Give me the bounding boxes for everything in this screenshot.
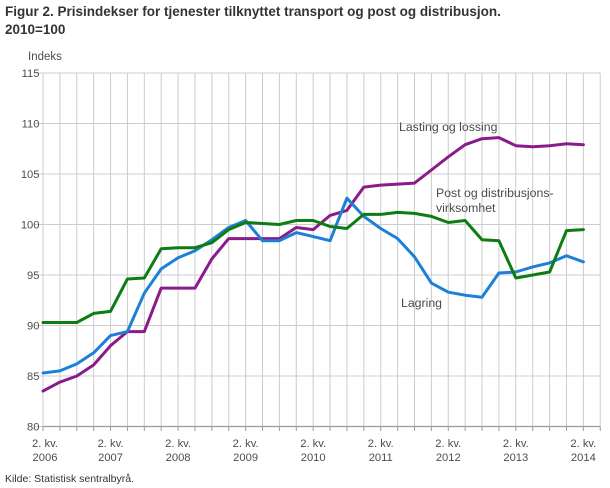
y-tick-label: 80: [27, 422, 39, 434]
page-title: Figur 2. Prisindekser for tjenester tilk…: [5, 4, 501, 37]
y-axis-unit-label: Indeks: [28, 51, 62, 63]
x-tick-label: 2. kv. 2011: [368, 438, 394, 464]
y-tick-label: 110: [22, 119, 40, 131]
series-line-post-og-distribusjonsvirksomhet: [41, 210, 585, 324]
series-label-post-og-distribusjon: Post og distribusjons- virksomhet: [436, 186, 554, 215]
y-tick-label: 105: [21, 169, 40, 181]
x-tick-label: 2. kv. 2009: [233, 438, 259, 464]
y-tick-label: 90: [27, 321, 39, 333]
x-tick-label: 2. kv. 2010: [300, 438, 326, 464]
x-tick-label: 2. kv. 2007: [98, 438, 124, 464]
y-tick-label: 85: [27, 371, 39, 383]
x-tick-label: 2. kv. 2006: [32, 438, 58, 464]
series-label-lasting-og-lossing: Lasting og lossing: [399, 120, 498, 134]
x-tick-label: 2. kv. 2008: [165, 438, 191, 464]
y-tick-label: 115: [22, 68, 40, 80]
x-tick-label: 2. kv. 2014: [570, 438, 596, 464]
series-line-lagring: [41, 196, 585, 375]
series-line-lasting-og-lossing: [41, 136, 585, 393]
x-tick-label: 2. kv. 2013: [503, 438, 529, 464]
source-note: Kilde: Statistisk sentralbyrå.: [5, 473, 134, 485]
y-tick-label: 100: [21, 220, 40, 232]
y-tick-label: 95: [27, 270, 39, 282]
series-label-lagring: Lagring: [401, 296, 443, 310]
x-tick-label: 2. kv. 2012: [435, 438, 461, 464]
